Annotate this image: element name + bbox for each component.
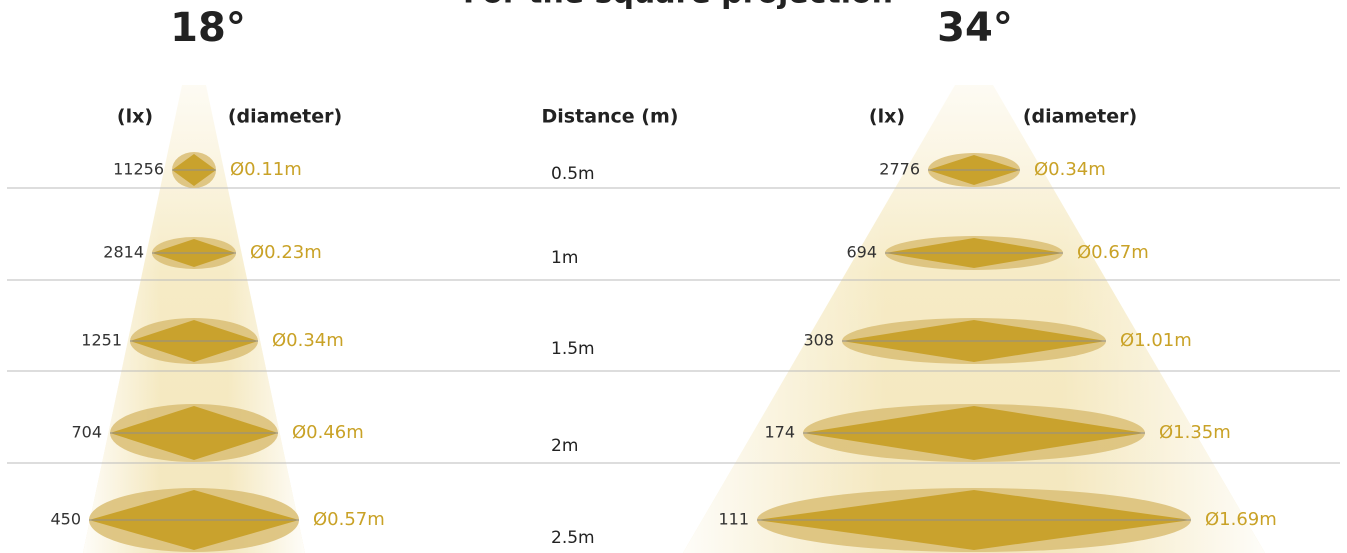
diameter-value: Ø1.69m xyxy=(1205,509,1277,530)
diameter-value: Ø0.57m xyxy=(313,509,385,530)
lux-value: 174 xyxy=(764,423,795,442)
lux-value: 11256 xyxy=(113,160,164,179)
diameter-value: Ø0.11m xyxy=(230,159,302,180)
lux-header: (lx) xyxy=(869,106,905,128)
diameter-value: Ø1.01m xyxy=(1120,330,1192,351)
diagram: For the square projection Distance (m) 0… xyxy=(0,0,1347,553)
lux-header: (lx) xyxy=(117,106,153,128)
diameter-value: Ø0.46m xyxy=(292,422,364,443)
distance-label: 0.5m xyxy=(551,164,595,184)
lux-value: 2776 xyxy=(879,160,920,179)
beam-angle: 18° xyxy=(170,5,246,51)
diameter-header: (diameter) xyxy=(1023,106,1137,128)
diameter-value: Ø0.23m xyxy=(250,242,322,263)
beam-angle: 34° xyxy=(937,5,1013,51)
distance-label: 2.5m xyxy=(551,528,595,548)
distance-header: Distance (m) xyxy=(542,106,679,128)
lux-value: 1251 xyxy=(81,331,122,350)
lux-value: 308 xyxy=(803,331,834,350)
diameter-value: Ø0.34m xyxy=(1034,159,1106,180)
lux-value: 111 xyxy=(718,510,749,529)
diameter-header: (diameter) xyxy=(228,106,342,128)
distance-label: 1.5m xyxy=(551,339,595,359)
diameter-value: Ø1.35m xyxy=(1159,422,1231,443)
light-cones xyxy=(83,85,1265,553)
distance-label: 1m xyxy=(551,248,578,268)
diameter-value: Ø0.34m xyxy=(272,330,344,351)
lux-value: 2814 xyxy=(103,243,144,262)
distance-label: 2m xyxy=(551,436,578,456)
diameter-value: Ø0.67m xyxy=(1077,242,1149,263)
lux-value: 694 xyxy=(846,243,877,262)
lux-value: 704 xyxy=(71,423,102,442)
lux-value: 450 xyxy=(50,510,81,529)
title: For the square projection xyxy=(463,0,893,11)
